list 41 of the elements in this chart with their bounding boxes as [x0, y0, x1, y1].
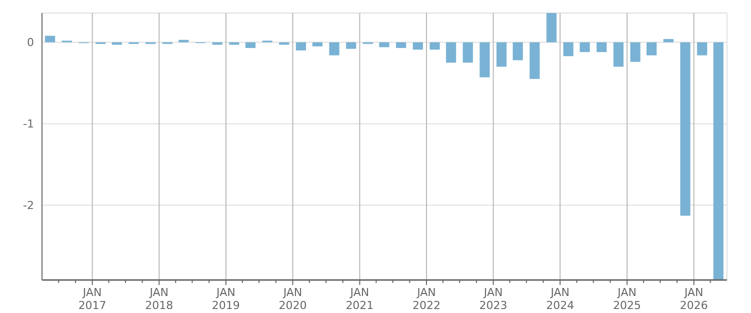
bar	[312, 42, 322, 46]
bar	[697, 42, 708, 56]
x-tick-label: JAN 2017	[78, 286, 106, 312]
bar	[178, 40, 189, 42]
y-tick-label: -2	[23, 198, 34, 212]
x-tick-label: JAN 2021	[346, 286, 374, 312]
x-tick-label: JAN 2019	[212, 286, 240, 312]
bar	[379, 42, 390, 48]
bar	[412, 42, 423, 50]
x-tick-label: JAN 2025	[613, 286, 642, 312]
x-tick-label: JAN 2026	[680, 286, 708, 312]
bar	[296, 42, 306, 50]
bar	[245, 42, 256, 48]
bar	[530, 42, 540, 79]
x-tick-label: JAN 2022	[412, 286, 440, 312]
x-tick-label: JAN 2024	[546, 286, 574, 312]
y-tick-label: -1	[23, 118, 34, 131]
bar	[663, 39, 674, 42]
bar	[480, 42, 490, 78]
x-tick-label: JAN 2023	[479, 286, 508, 312]
bar	[496, 42, 507, 67]
bar	[680, 42, 690, 216]
bar	[329, 42, 340, 56]
bar	[580, 42, 590, 52]
bar	[346, 42, 356, 49]
bar	[713, 42, 724, 280]
bar	[462, 42, 473, 63]
x-tick-label: JAN 2018	[145, 286, 174, 312]
bar	[563, 42, 574, 56]
y-tick-label: 0	[27, 36, 34, 50]
bar	[596, 42, 607, 52]
bar	[646, 42, 657, 56]
x-tick-label: JAN 2020	[278, 286, 307, 312]
bar	[45, 36, 56, 42]
bar	[512, 42, 523, 60]
bar	[546, 13, 557, 42]
bar	[613, 42, 624, 67]
bar	[396, 42, 406, 48]
bar	[630, 42, 640, 62]
bar	[430, 42, 440, 50]
bar	[446, 42, 456, 63]
